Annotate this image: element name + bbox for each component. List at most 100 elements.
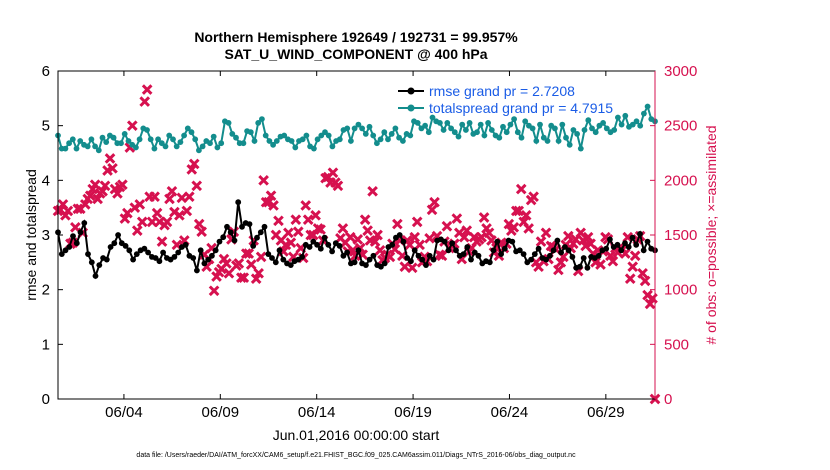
rmse-point xyxy=(62,247,69,254)
totalspread-point xyxy=(144,127,150,133)
assimilated-obs-marker xyxy=(515,183,527,195)
rmse-point xyxy=(562,244,568,250)
totalspread-point xyxy=(270,141,276,148)
rmse-point xyxy=(633,241,640,248)
totalspread-point xyxy=(615,114,621,121)
rmse-point xyxy=(239,223,245,230)
totalspread-point xyxy=(103,139,110,146)
rmse-point xyxy=(554,237,561,244)
assimilated-obs-marker xyxy=(424,232,435,244)
assimilated-obs-marker xyxy=(302,214,314,226)
rmse-point xyxy=(640,247,647,254)
assimilated-obs-marker xyxy=(372,229,383,241)
totalspread-point xyxy=(73,145,80,152)
totalspread-point xyxy=(466,120,473,126)
rmse-point xyxy=(531,251,538,257)
totalspread-point xyxy=(355,121,362,128)
right-y-axis-label: # of obs: o=possible; ×=assimilated xyxy=(703,125,719,344)
totalspread-point xyxy=(388,131,395,137)
totalspread-point xyxy=(603,125,610,132)
rmse-point xyxy=(464,244,471,250)
rmse-point xyxy=(182,241,189,248)
rmse-point xyxy=(325,241,332,248)
rmse-point xyxy=(329,248,335,255)
totalspread-point xyxy=(88,136,95,143)
rmse-point xyxy=(400,238,407,245)
assimilated-obs-marker xyxy=(535,236,547,247)
rmse-point xyxy=(629,234,636,241)
assimilated-obs-marker xyxy=(528,191,539,203)
rmse-point xyxy=(231,237,238,244)
totalspread-point xyxy=(188,129,195,136)
rmse-point xyxy=(85,251,91,257)
rmse-point xyxy=(389,241,396,248)
assimilated-obs-marker xyxy=(384,251,396,263)
assimilated-obs-marker xyxy=(426,204,438,216)
totalspread-point xyxy=(540,134,547,141)
rmse-point xyxy=(408,258,414,265)
totalspread-point xyxy=(362,131,369,137)
right-y-tick-label: 2000 xyxy=(664,172,697,189)
totalspread-point xyxy=(552,125,558,132)
totalspread-point xyxy=(255,120,262,126)
totalspread-point xyxy=(563,134,569,141)
assimilated-obs-marker xyxy=(70,222,81,233)
totalspread-point xyxy=(62,145,69,152)
totalspread-point xyxy=(218,140,225,147)
rmse-point xyxy=(419,256,426,263)
totalspread-point xyxy=(474,129,480,136)
rmse-point xyxy=(336,243,343,249)
assimilated-obs-marker xyxy=(562,230,574,242)
totalspread-point xyxy=(522,118,529,125)
assimilated-obs-marker xyxy=(273,215,284,227)
x-tick-label: 06/09 xyxy=(202,404,240,421)
rmse-point xyxy=(224,223,230,230)
totalspread-point xyxy=(500,123,506,130)
assimilated-obs-marker xyxy=(458,231,470,243)
rmse-point xyxy=(411,247,418,254)
totalspread-point xyxy=(481,132,488,139)
totalspread-point xyxy=(374,140,380,147)
totalspread-point xyxy=(437,120,443,126)
rmse-point xyxy=(201,260,208,267)
x-tick-label: 06/14 xyxy=(298,404,336,421)
rmse-point xyxy=(340,252,347,259)
totalspread-point xyxy=(210,133,217,140)
totalspread-point xyxy=(570,127,577,133)
totalspread-point xyxy=(629,121,636,128)
rmse-point xyxy=(265,251,272,257)
rmse-point xyxy=(344,249,350,256)
assimilated-obs-marker xyxy=(131,225,143,236)
totalspread-point xyxy=(92,143,98,150)
rmse-point xyxy=(194,267,200,274)
rmse-point xyxy=(430,256,437,263)
rmse-point xyxy=(644,238,651,245)
totalspread-point xyxy=(385,136,391,143)
right-y-tick-label: 500 xyxy=(664,336,689,353)
totalspread-point xyxy=(166,132,173,139)
assimilated-obs-marker xyxy=(409,231,421,243)
totalspread-point xyxy=(273,138,280,144)
rmse-point xyxy=(423,262,429,268)
assimilated-obs-marker xyxy=(107,162,118,174)
totalspread-point xyxy=(247,129,254,136)
rmse-point xyxy=(516,247,523,254)
totalspread-point xyxy=(370,132,377,139)
totalspread-point xyxy=(251,138,258,144)
rmse-point xyxy=(250,243,257,249)
assimilated-obs-marker xyxy=(164,193,175,205)
assimilated-obs-marker xyxy=(193,218,205,230)
totalspread-point xyxy=(118,140,124,147)
assimilated-obs-marker xyxy=(404,239,416,251)
totalspread-point xyxy=(381,129,388,136)
totalspread-point xyxy=(511,116,517,122)
assimilated-obs-marker xyxy=(406,262,418,274)
totalspread-point xyxy=(110,134,117,141)
rmse-point xyxy=(441,238,448,245)
totalspread-point xyxy=(233,134,239,141)
totalspread-point xyxy=(199,143,206,150)
assimilated-obs-marker xyxy=(292,226,304,238)
assimilated-obs-marker xyxy=(486,235,497,246)
totalspread-point xyxy=(529,125,536,132)
